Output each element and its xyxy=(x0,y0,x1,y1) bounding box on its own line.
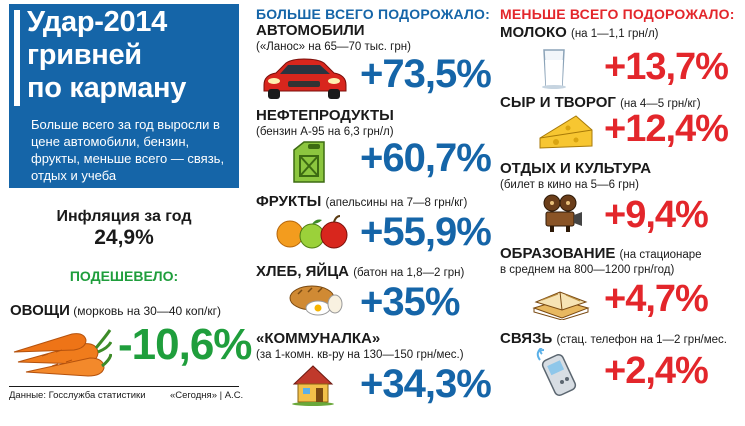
cars-note: («Ланос» на 65—70 тыс. грн) xyxy=(256,41,411,53)
bread-note: (батон на 1,8—2 грн) xyxy=(353,267,465,279)
inflation-label: Инфляция за год xyxy=(56,208,192,225)
education-line: ОБРАЗОВАНИЕ (на стационаре xyxy=(500,245,702,262)
fruits-note: (апельсины на 7—8 грн/кг) xyxy=(325,197,468,209)
leisure-note: (билет в кино на 5—6 грн) xyxy=(500,179,639,191)
leisure-name: ОТДЫХ И КУЛЬТУРА xyxy=(500,160,652,177)
title-line-1: Удар-2014 xyxy=(27,6,167,38)
utilities-name: «КОММУНАЛКА» xyxy=(256,330,381,347)
fruits-icon xyxy=(276,215,348,249)
education-note-2: в среднем на 800—1200 грн/год) xyxy=(500,264,675,276)
title-box: Удар-2014 гривней по карману Больше всег… xyxy=(9,4,239,188)
education-percent: +4,7% xyxy=(604,278,709,320)
vegetables-note: (морковь на 30—40 коп/кг) xyxy=(73,304,222,318)
milk-icon xyxy=(542,49,566,89)
footer-credit: «Сегодня» | А.С. xyxy=(170,390,244,401)
least-expensive-heading: МЕНЬШЕ ВСЕГО ПОДОРОЖАЛО: xyxy=(500,6,735,22)
leisure-percent: +9,4% xyxy=(604,194,709,236)
fruits-name: ФРУКТЫ xyxy=(256,193,322,210)
vegetables-line: ОВОЩИ (морковь на 30—40 коп/кг) xyxy=(10,302,221,319)
milk-line: МОЛОКО (на 1—1,1 грн/л) xyxy=(500,24,659,41)
phone-icon xyxy=(536,348,577,396)
cheese-percent: +12,4% xyxy=(604,108,729,150)
car-icon xyxy=(263,58,347,99)
vegetables-percent: -10,6% xyxy=(118,320,252,369)
title-line-2: гривней xyxy=(27,39,142,71)
fuel-percent: +60,7% xyxy=(360,136,492,180)
inflation-value: 24,9% xyxy=(94,226,154,249)
fruits-line: ФРУКТЫ (апельсины на 7—8 грн/кг) xyxy=(256,193,467,210)
books-icon xyxy=(532,291,590,320)
cheaper-heading: ПОДЕШЕВЕЛО: xyxy=(69,268,179,284)
communication-name: СВЯЗЬ xyxy=(500,330,553,347)
milk-name: МОЛОКО xyxy=(500,24,567,41)
milk-percent: +13,7% xyxy=(604,46,729,88)
utilities-percent: +34,3% xyxy=(360,362,492,406)
fuel-name: НЕФТЕПРОДУКТЫ xyxy=(256,107,394,124)
carrots-icon xyxy=(13,329,112,377)
cars-name: АВТОМОБИЛИ xyxy=(256,22,365,39)
subtitle: Больше всего за год выросли в цене автом… xyxy=(31,117,225,183)
utilities-note: (за 1-комн. кв-ру на 130—150 грн/мес.) xyxy=(256,349,464,361)
most-expensive-heading: БОЛЬШЕ ВСЕГО ПОДОРОЖАЛО: xyxy=(256,6,490,22)
bread-percent: +35% xyxy=(360,280,460,324)
milk-note: (на 1—1,1 грн/л) xyxy=(570,28,659,40)
bread-name: ХЛЕБ, ЯЙЦА xyxy=(256,263,350,280)
main-title: Удар-2014 гривней по карману xyxy=(27,6,239,105)
cheese-note: (на 4—5 грн/кг) xyxy=(620,98,701,110)
footer-divider xyxy=(9,386,239,387)
education-note-1: (на стационаре xyxy=(619,249,702,261)
education-name: ОБРАЗОВАНИЕ xyxy=(500,245,616,262)
film-projector-icon xyxy=(543,194,582,232)
house-icon xyxy=(292,365,334,406)
cars-percent: +73,5% xyxy=(360,52,492,96)
footer-source: Данные: Госслужба статистики xyxy=(9,390,146,401)
vegetables-name: ОВОЩИ xyxy=(10,302,70,319)
title-line-3: по карману xyxy=(27,72,187,104)
communication-note: (стац. телефон на 1—2 грн/мес. xyxy=(556,334,728,346)
bread-eggs-icon xyxy=(289,285,343,316)
title-accent-strip xyxy=(14,10,20,106)
fruits-percent: +55,9% xyxy=(360,210,492,254)
communication-line: СВЯЗЬ (стац. телефон на 1—2 грн/мес. xyxy=(500,330,727,347)
cheese-line: СЫР И ТВОРОГ (на 4—5 грн/кг) xyxy=(500,94,701,111)
cheese-icon xyxy=(539,115,593,149)
bread-line: ХЛЕБ, ЯЙЦА (батон на 1,8—2 грн) xyxy=(256,263,464,280)
fuel-note: (бензин А-95 на 6,3 грн/л) xyxy=(256,126,394,138)
communication-percent: +2,4% xyxy=(604,350,709,392)
fuel-canister-icon xyxy=(293,141,325,183)
cheese-name: СЫР И ТВОРОГ xyxy=(500,94,616,111)
